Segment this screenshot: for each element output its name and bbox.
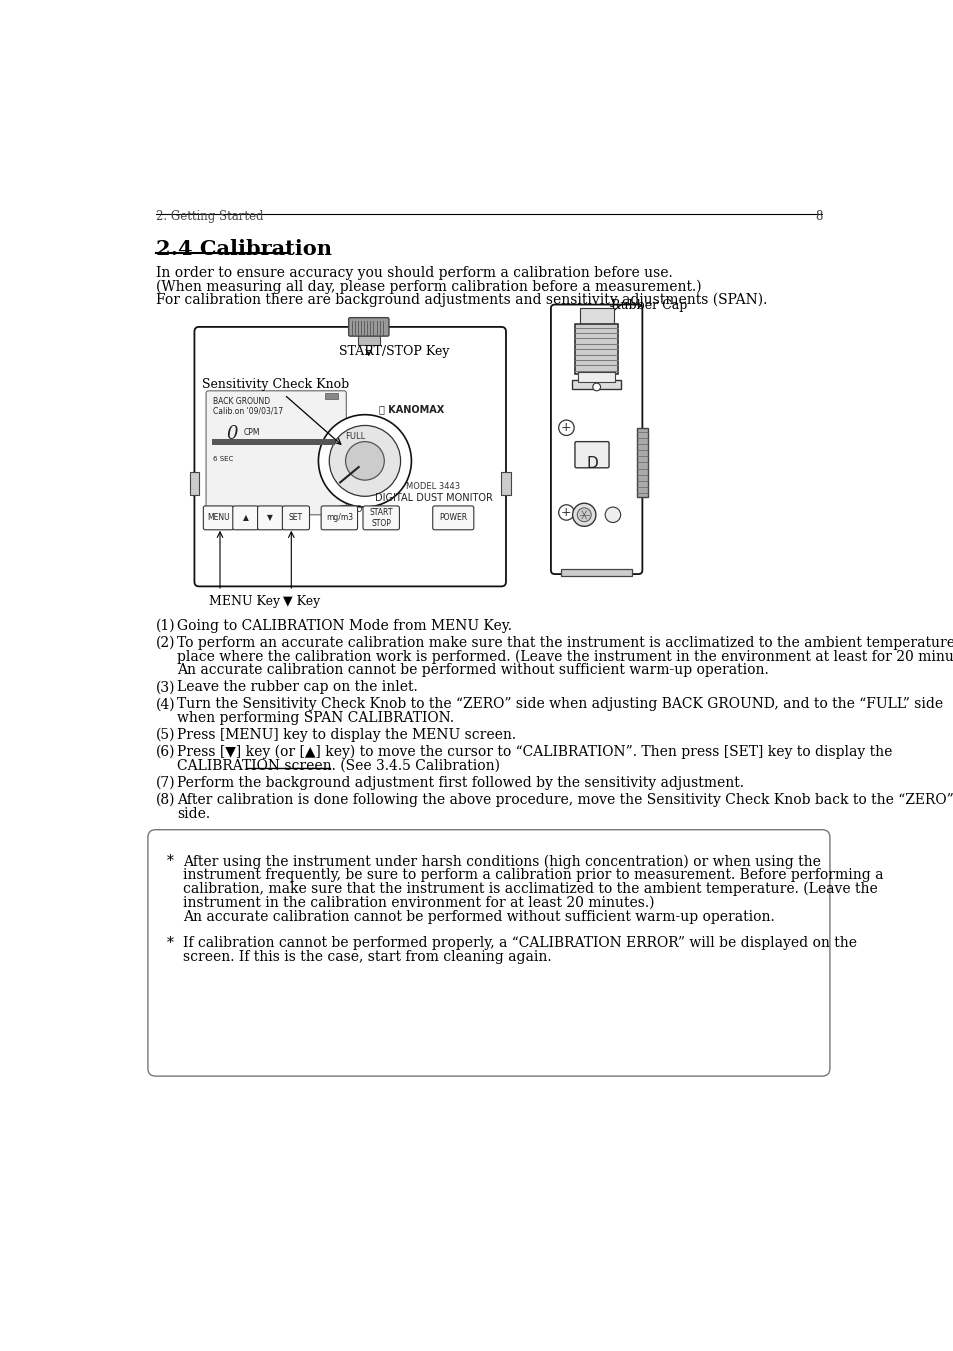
Text: +: + [560, 507, 571, 519]
Circle shape [577, 508, 591, 521]
Text: when performing SPAN CALIBRATION.: when performing SPAN CALIBRATION. [177, 711, 454, 725]
Text: Ⓚ KANOMAX: Ⓚ KANOMAX [378, 405, 444, 415]
Text: For calibration there are background adjustments and sensitivity adjustments (SP: For calibration there are background adj… [155, 292, 766, 307]
Text: 2.4 Calibration: 2.4 Calibration [155, 239, 332, 259]
FancyBboxPatch shape [257, 505, 283, 530]
Text: Perform the background adjustment first followed by the sensitivity adjustment.: Perform the background adjustment first … [177, 775, 743, 790]
Bar [571, 380, 620, 389]
Circle shape [558, 505, 574, 520]
FancyBboxPatch shape [348, 317, 389, 336]
Text: An accurate calibration cannot be performed without sufficient warm-up operation: An accurate calibration cannot be perfor… [183, 909, 774, 924]
FancyBboxPatch shape [282, 505, 309, 530]
Text: Turn the Sensitivity Check Knob to the “ZERO” side when adjusting BACK GROUND, a: Turn the Sensitivity Check Knob to the “… [177, 697, 943, 711]
Text: instrument frequently, be sure to perform a calibration prior to measurement. Be: instrument frequently, be sure to perfor… [183, 869, 882, 882]
Text: 8: 8 [814, 209, 821, 223]
Text: instrument in the calibration environment for at least 20 minutes.): instrument in the calibration environmen… [183, 896, 654, 911]
Text: (8): (8) [155, 793, 175, 807]
Bar [560, 569, 632, 577]
Text: FULL: FULL [344, 431, 365, 440]
Text: ▲: ▲ [242, 513, 248, 523]
Text: +: + [560, 422, 571, 434]
Text: POWER: POWER [438, 513, 467, 523]
Text: (5): (5) [155, 728, 175, 742]
FancyBboxPatch shape [433, 505, 474, 530]
Text: screen. If this is the case, start from cleaning again.: screen. If this is the case, start from … [183, 950, 551, 963]
Text: (1): (1) [155, 619, 175, 632]
Text: An accurate calibration cannot be performed without sufficient warm-up operation: An accurate calibration cannot be perfor… [177, 663, 768, 677]
Text: CALIBRATION screen. (See 3.4.5 Calibration): CALIBRATION screen. (See 3.4.5 Calibrati… [177, 759, 500, 773]
FancyBboxPatch shape [321, 505, 357, 530]
FancyBboxPatch shape [206, 390, 346, 515]
FancyBboxPatch shape [148, 830, 829, 1077]
Text: MENU Key: MENU Key [209, 594, 280, 608]
Text: CPM: CPM [243, 428, 259, 436]
Bar [324, 393, 337, 400]
FancyBboxPatch shape [194, 327, 505, 586]
Text: *: * [167, 854, 174, 869]
Text: (3): (3) [155, 681, 175, 694]
Text: ▼ Key: ▼ Key [282, 594, 319, 608]
Text: D: D [585, 457, 598, 471]
Text: Sensitivity Check Knob: Sensitivity Check Knob [202, 378, 349, 390]
Text: Rubber Cap: Rubber Cap [611, 299, 687, 312]
Bar [212, 439, 335, 446]
Circle shape [592, 384, 599, 390]
Text: 2. Getting Started: 2. Getting Started [155, 209, 263, 223]
Text: Calib.on '09/03/17: Calib.on '09/03/17 [213, 407, 283, 416]
Circle shape [345, 442, 384, 480]
Text: Press [MENU] key to display the MENU screen.: Press [MENU] key to display the MENU scr… [177, 728, 516, 742]
Text: MENU: MENU [207, 513, 230, 523]
Text: *: * [167, 936, 174, 950]
Bar [579, 308, 613, 324]
Text: (2): (2) [155, 636, 175, 650]
Text: START/STOP Key: START/STOP Key [338, 346, 449, 358]
Text: ZERO: ZERO [340, 505, 363, 513]
Text: Going to CALIBRATION Mode from MENU Key.: Going to CALIBRATION Mode from MENU Key. [177, 619, 512, 632]
FancyBboxPatch shape [233, 505, 258, 530]
Text: After using the instrument under harsh conditions (high concentration) or when u: After using the instrument under harsh c… [183, 854, 820, 869]
Bar [575, 324, 618, 374]
FancyBboxPatch shape [362, 505, 399, 530]
Text: (7): (7) [155, 775, 175, 790]
Text: Leave the rubber cap on the inlet.: Leave the rubber cap on the inlet. [177, 681, 417, 694]
Text: 0: 0 [226, 426, 237, 443]
Text: side.: side. [177, 807, 211, 820]
FancyBboxPatch shape [575, 442, 608, 467]
Bar [357, 330, 379, 346]
Circle shape [572, 503, 596, 527]
Text: calibration, make sure that the instrument is acclimatized to the ambient temper: calibration, make sure that the instrume… [183, 882, 877, 897]
Text: Press [▼] key (or [▲] key) to move the cursor to “CALIBRATION”. Then press [SET]: Press [▼] key (or [▲] key) to move the c… [177, 744, 892, 759]
Text: In order to ensure accuracy you should perform a calibration before use.: In order to ensure accuracy you should p… [155, 266, 672, 280]
FancyBboxPatch shape [203, 505, 233, 530]
Circle shape [604, 507, 620, 523]
Text: 6 SEC: 6 SEC [213, 457, 233, 462]
Text: (6): (6) [155, 744, 175, 759]
Text: If calibration cannot be performed properly, a “CALIBRATION ERROR” will be displ: If calibration cannot be performed prope… [183, 936, 856, 950]
Bar [500, 471, 510, 494]
Text: (When measuring all day, please perform calibration before a measurement.): (When measuring all day, please perform … [155, 280, 700, 293]
Text: ▼: ▼ [267, 513, 273, 523]
Bar [637, 428, 647, 497]
Bar [578, 373, 615, 381]
Circle shape [318, 415, 411, 507]
Text: DIGITAL DUST MONITOR: DIGITAL DUST MONITOR [375, 493, 493, 503]
Text: SET: SET [289, 513, 303, 523]
Text: place where the calibration work is performed. (Leave the instrument in the envi: place where the calibration work is perf… [177, 650, 953, 663]
Text: (4): (4) [155, 697, 175, 711]
Text: MODEL 3443: MODEL 3443 [406, 482, 459, 490]
Bar [190, 471, 199, 494]
Circle shape [558, 420, 574, 435]
Text: START
STOP: START STOP [369, 508, 393, 527]
Text: After calibration is done following the above procedure, move the Sensitivity Ch: After calibration is done following the … [177, 793, 953, 807]
Text: BACK GROUND: BACK GROUND [213, 397, 270, 405]
Text: To perform an accurate calibration make sure that the instrument is acclimatized: To perform an accurate calibration make … [177, 636, 953, 650]
Text: mg/m3: mg/m3 [325, 513, 353, 523]
FancyBboxPatch shape [550, 304, 641, 574]
Circle shape [329, 426, 400, 496]
